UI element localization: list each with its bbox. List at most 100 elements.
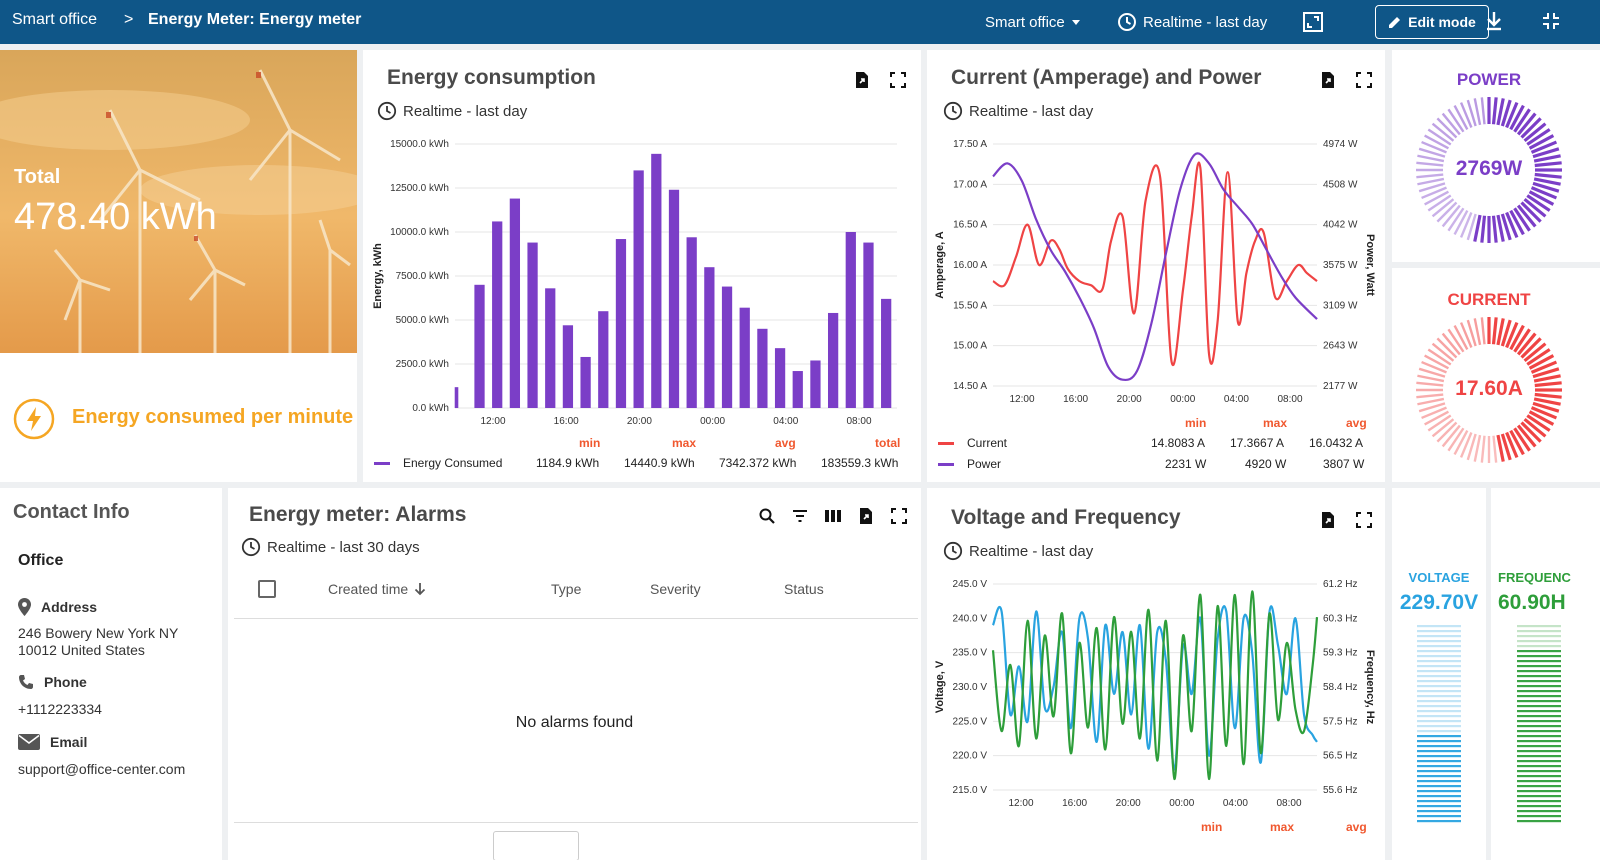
gauge-tick [1417,397,1445,406]
gauge-tick [1436,117,1458,139]
gauge-tick [1500,213,1512,241]
page-size-select[interactable] [493,831,579,860]
x-tick-label: 12:00 [480,416,505,427]
gauge-label: VOLTAGE [1408,570,1470,585]
legend-avg-header: avg [1346,820,1367,834]
energy-per-minute-caption: Energy consumed per minute [72,406,354,428]
bar [810,360,821,408]
fullscreen-dashboard-icon[interactable] [1302,11,1324,33]
gauge-tick [1534,381,1562,388]
address-line-1: 246 Bowery New York NY [18,625,179,641]
gauge-tick [1534,161,1562,168]
series-line [992,161,1318,366]
edit-mode-label: Edit mode [1408,14,1476,30]
fullscreen-icon[interactable] [890,507,908,525]
search-icon[interactable] [758,507,776,525]
y-tick-label: 230.0 V [953,682,988,693]
gauge-segment [1417,800,1461,803]
y2-tick-label: 57.5 Hz [1323,716,1357,727]
gauge-segment [1517,685,1561,688]
gauge-segment [1517,760,1561,763]
gauge-tick [1509,429,1525,456]
gauge-segment [1417,695,1461,698]
gauge-tick [1528,190,1555,206]
bar [633,170,644,408]
gauge-tick [1417,374,1445,383]
fullscreen-icon[interactable] [889,71,907,89]
total-label: Total [14,166,61,188]
gauge-tick [1505,101,1519,129]
y-tick-label: 17.00 A [953,179,987,190]
column-type[interactable]: Type [551,581,582,597]
breadcrumb-root[interactable]: Smart office [12,11,98,28]
gauge-tick [1473,98,1482,126]
gauge-value: 17.60A [1455,377,1523,400]
gauge-segment [1517,650,1561,653]
gauge-tick [1533,374,1561,383]
gauge-tick [1533,177,1561,186]
gauge-segment [1517,655,1561,658]
x-tick-label: 08:00 [846,416,871,427]
gauge-tick [1509,209,1525,236]
gauge-segment [1517,705,1561,708]
gauge-tick [1453,210,1469,235]
gauge-segment [1417,780,1461,783]
gauge-tick [1500,99,1512,127]
download-icon[interactable] [1484,10,1504,32]
exit-fullscreen-icon[interactable] [1541,11,1561,31]
gauge-segment [1517,800,1561,803]
bar [774,348,786,408]
filter-icon[interactable] [791,507,809,525]
x-tick-label: 04:00 [1223,798,1248,809]
gauge-segment [1417,755,1461,758]
gauge-tick [1534,392,1562,399]
column-created-time[interactable]: Created time [328,581,426,597]
gauge-tick [1528,134,1555,150]
export-icon[interactable] [1319,71,1337,89]
timewindow-button[interactable]: Realtime - last day [1117,0,1267,44]
export-icon[interactable] [857,507,875,525]
bar [792,371,803,408]
gauge-tick [1534,172,1562,179]
gauge-tick [1513,427,1531,452]
current-radial-gauge [1416,317,1562,463]
bar [739,307,750,408]
edit-mode-button[interactable]: Edit mode [1375,5,1489,39]
fullscreen-icon[interactable] [1355,71,1373,89]
export-icon[interactable] [853,71,871,89]
gauge-tick [1441,332,1461,356]
arrow-down-icon [415,583,426,596]
bar [704,267,715,408]
select-all-checkbox[interactable] [258,580,276,598]
timewindow-label: Realtime - last day [969,102,1094,120]
column-severity[interactable]: Severity [650,581,701,597]
gauge-tick [1520,201,1542,223]
column-status[interactable]: Status [784,581,824,597]
gauge-tick [1480,317,1486,345]
fullscreen-icon[interactable] [1355,511,1373,529]
gauge-tick [1421,140,1447,154]
gauge-segment [1517,815,1561,818]
gauge-tick [1526,414,1551,432]
legend-min-header: min [579,436,601,450]
email-label: Email [50,734,88,750]
gauge-segment [1517,820,1561,823]
legend-avg: 3807 W [1323,457,1365,471]
gauge-label: CURRENT [1447,290,1531,309]
export-icon[interactable] [1319,511,1337,529]
gauge-segment [1417,645,1461,648]
y-axis-title: Energy, kWh [372,243,384,309]
email-value[interactable]: support@office-center.com [18,761,186,777]
gauge-segment [1517,725,1561,728]
total-value: 478.40 kWh [14,196,217,238]
columns-icon[interactable] [824,507,842,525]
state-select[interactable]: Smart office [985,0,1081,44]
y-tick-label: 15.50 A [953,300,987,311]
gauge-tick [1427,194,1452,212]
x-tick-label: 08:00 [1277,394,1302,405]
gauge-tick [1520,117,1542,139]
gauge-tick [1466,213,1477,241]
phone-value[interactable]: +1112223334 [18,701,102,717]
gauge-tick [1528,354,1555,370]
gauge-segment [1417,700,1461,703]
